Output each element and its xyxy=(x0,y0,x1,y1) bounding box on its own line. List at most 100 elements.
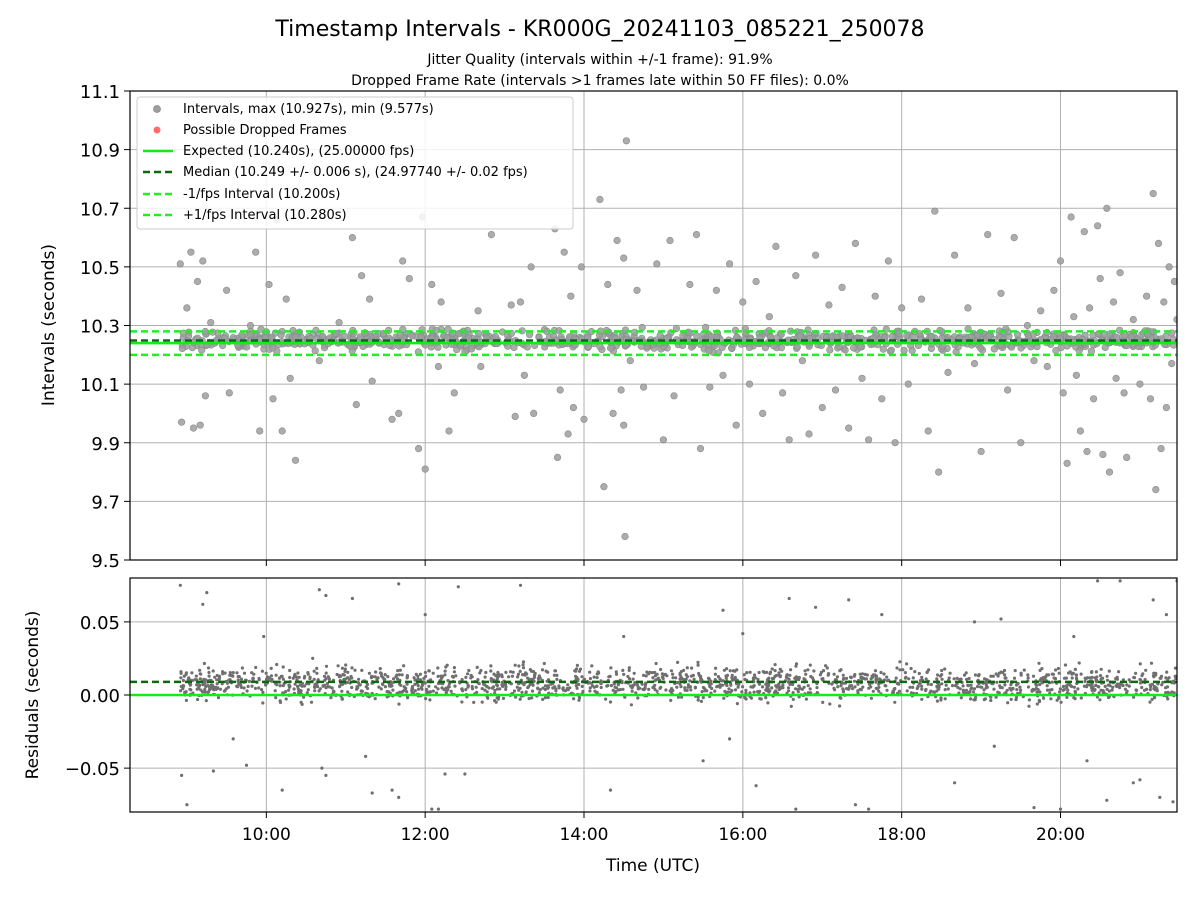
residual-point xyxy=(324,664,329,668)
residual-point xyxy=(909,691,914,695)
residual-point xyxy=(786,686,791,690)
interval-outlier-point xyxy=(183,304,191,312)
residual-point xyxy=(236,685,240,689)
residual-point xyxy=(1019,671,1023,675)
interval-outlier-point xyxy=(1103,204,1111,212)
residual-point xyxy=(697,671,701,676)
residual-point xyxy=(330,686,334,690)
interval-point xyxy=(707,332,715,341)
residual-point xyxy=(425,688,429,692)
residual-point xyxy=(416,684,420,688)
residual-point xyxy=(1031,687,1035,691)
residual-point xyxy=(342,677,346,682)
interval-point xyxy=(523,343,531,351)
interval-point xyxy=(663,334,671,342)
residual-point xyxy=(918,679,923,683)
residual-point xyxy=(794,675,798,679)
interval-outlier-point xyxy=(415,445,423,453)
residual-point xyxy=(179,670,183,674)
legend-entry-minus-one-frame: -1/fps Interval (10.200s) xyxy=(143,187,340,202)
residual-point xyxy=(753,673,757,677)
interval-outlier-point xyxy=(884,257,893,265)
residual-point xyxy=(257,678,261,682)
interval-outlier-point xyxy=(437,298,445,306)
residual-point xyxy=(225,681,229,685)
interval-outlier-point xyxy=(1146,395,1155,403)
residual-outlier-point xyxy=(1072,634,1076,639)
residual-point xyxy=(509,670,513,674)
residual-point xyxy=(1153,686,1157,690)
interval-outlier-point xyxy=(620,421,628,429)
residual-point xyxy=(338,684,342,688)
residual-point xyxy=(926,682,930,686)
residual-point xyxy=(749,685,753,689)
residual-point xyxy=(516,675,520,679)
residual-point xyxy=(452,670,456,674)
residual-point xyxy=(859,688,863,692)
residual-point xyxy=(542,661,546,666)
residual-point xyxy=(962,673,967,677)
residual-point xyxy=(434,685,438,689)
residual-point xyxy=(592,675,596,679)
residual-point xyxy=(743,677,747,682)
residual-point xyxy=(475,665,479,670)
residual-point xyxy=(483,675,487,679)
residual-point xyxy=(874,678,879,682)
residual-point xyxy=(446,679,450,683)
residual-point xyxy=(1018,691,1022,695)
residual-point xyxy=(239,677,244,681)
residual-point xyxy=(797,684,801,688)
residual-point xyxy=(972,687,977,691)
residual-point xyxy=(905,689,909,693)
residual-point xyxy=(239,685,243,690)
residual-point xyxy=(358,683,362,687)
residual-point xyxy=(686,685,690,689)
interval-outlier-point xyxy=(511,412,519,421)
residual-point xyxy=(815,691,819,695)
interval-outlier-point xyxy=(434,362,443,371)
residual-point xyxy=(504,687,508,692)
residual-point xyxy=(848,684,852,688)
residual-point xyxy=(655,689,659,693)
interval-outlier-point xyxy=(1129,316,1137,324)
interval-outlier-point xyxy=(1160,298,1168,306)
residual-point xyxy=(1011,686,1015,690)
residual-point xyxy=(261,690,265,695)
residuals-xtick-label: 16:00 xyxy=(718,825,767,845)
residual-point xyxy=(969,687,973,691)
residual-point xyxy=(920,697,924,701)
interval-point xyxy=(1057,344,1065,352)
residual-point xyxy=(989,674,993,678)
residual-point xyxy=(804,672,808,676)
residual-outlier-point xyxy=(324,593,328,598)
residual-point xyxy=(798,686,802,691)
residual-point xyxy=(903,676,908,680)
residual-point xyxy=(895,666,899,670)
residual-outlier-point xyxy=(201,602,205,606)
residual-point xyxy=(1059,700,1063,704)
residual-point xyxy=(595,690,599,695)
residual-point xyxy=(611,688,615,692)
residual-point xyxy=(1070,676,1074,680)
interval-outlier-point xyxy=(265,280,273,289)
residual-point xyxy=(944,683,948,687)
interval-point xyxy=(356,333,364,341)
interval-outlier-point xyxy=(935,468,943,476)
residual-point xyxy=(521,673,525,677)
residual-point xyxy=(1173,666,1177,670)
interval-outlier-point xyxy=(335,319,343,327)
residual-outlier-point xyxy=(397,795,401,800)
residual-outlier-point xyxy=(728,737,732,741)
residual-point xyxy=(819,670,824,675)
interval-outlier-point xyxy=(1157,445,1165,453)
interval-outlier-point xyxy=(633,286,641,294)
residual-point xyxy=(917,671,921,676)
intervals-ytick-label: 9.7 xyxy=(91,492,120,513)
residual-point xyxy=(308,677,312,681)
residual-point xyxy=(1038,683,1042,687)
residual-point xyxy=(595,672,599,676)
interval-outlier-point xyxy=(368,377,376,385)
residual-point xyxy=(674,676,678,680)
residual-outlier-point xyxy=(608,788,613,792)
residual-point xyxy=(1015,688,1019,692)
